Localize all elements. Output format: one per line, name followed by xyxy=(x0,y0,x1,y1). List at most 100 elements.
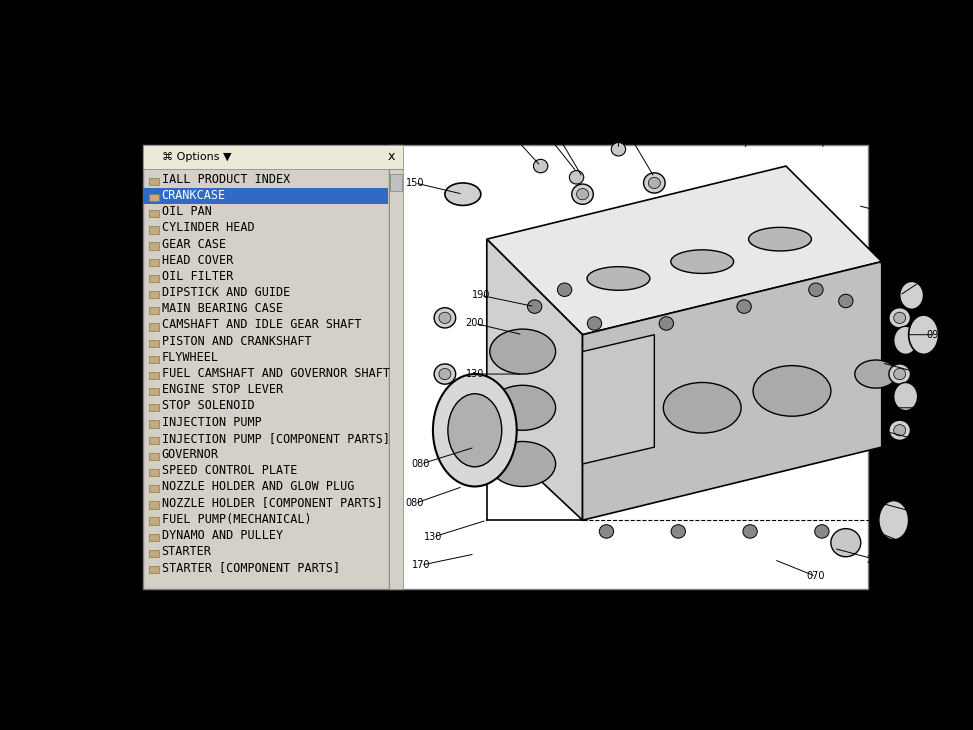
Text: STOP SOLENOID: STOP SOLENOID xyxy=(162,399,254,412)
Text: 030: 030 xyxy=(920,271,939,280)
Circle shape xyxy=(439,312,450,323)
Bar xyxy=(149,178,159,185)
FancyBboxPatch shape xyxy=(389,145,868,589)
Text: 110: 110 xyxy=(825,105,843,115)
Ellipse shape xyxy=(894,383,918,410)
Bar xyxy=(149,453,159,460)
Bar xyxy=(149,291,159,299)
Text: 230: 230 xyxy=(867,555,885,564)
Bar xyxy=(149,566,159,573)
Ellipse shape xyxy=(445,183,481,205)
Bar xyxy=(149,274,159,282)
Text: HEAD COVER: HEAD COVER xyxy=(162,254,233,266)
Circle shape xyxy=(737,300,751,313)
Text: 080: 080 xyxy=(406,499,424,508)
Bar xyxy=(149,502,159,509)
Ellipse shape xyxy=(489,385,556,430)
Bar xyxy=(149,437,159,444)
Text: 020: 020 xyxy=(890,212,909,222)
Circle shape xyxy=(434,308,455,328)
Polygon shape xyxy=(486,166,882,334)
Circle shape xyxy=(439,369,450,380)
Ellipse shape xyxy=(587,266,650,291)
Text: 050: 050 xyxy=(915,470,933,480)
Text: 200: 200 xyxy=(465,318,485,328)
Ellipse shape xyxy=(664,383,741,433)
Text: PISTON AND CRANKSHAFT: PISTON AND CRANKSHAFT xyxy=(162,334,311,347)
Bar xyxy=(143,188,388,204)
Circle shape xyxy=(893,425,906,436)
Circle shape xyxy=(577,188,589,200)
Text: 040: 040 xyxy=(915,510,933,520)
Text: NOZZLE HOLDER AND GLOW PLUG: NOZZLE HOLDER AND GLOW PLUG xyxy=(162,480,354,493)
Circle shape xyxy=(572,184,594,204)
Bar xyxy=(149,372,159,379)
Ellipse shape xyxy=(448,393,502,466)
Bar xyxy=(149,323,159,331)
Text: CRANKCASE: CRANKCASE xyxy=(162,189,226,202)
Text: 220: 220 xyxy=(909,543,927,553)
Text: 080: 080 xyxy=(412,459,430,469)
Text: 210: 210 xyxy=(609,99,628,109)
Circle shape xyxy=(831,529,861,557)
Circle shape xyxy=(809,283,823,296)
Text: 010: 010 xyxy=(909,245,927,255)
Circle shape xyxy=(659,317,673,330)
Polygon shape xyxy=(486,239,583,520)
Ellipse shape xyxy=(670,250,734,274)
FancyBboxPatch shape xyxy=(143,145,403,589)
Text: FUEL CAMSHAFT AND GOVERNOR SHAFT: FUEL CAMSHAFT AND GOVERNOR SHAFT xyxy=(162,367,389,380)
Ellipse shape xyxy=(753,366,831,416)
Bar xyxy=(390,174,402,191)
Text: 110: 110 xyxy=(915,403,933,412)
Text: SPEED CONTROL PLATE: SPEED CONTROL PLATE xyxy=(162,464,297,477)
Text: IALL PRODUCT INDEX: IALL PRODUCT INDEX xyxy=(162,173,290,186)
Circle shape xyxy=(743,525,757,538)
Text: 090: 090 xyxy=(926,330,945,339)
Text: 190: 190 xyxy=(472,291,490,300)
Bar xyxy=(149,258,159,266)
Circle shape xyxy=(588,317,601,330)
Circle shape xyxy=(839,294,853,308)
Bar xyxy=(149,339,159,347)
Text: GEAR CASE: GEAR CASE xyxy=(162,238,226,250)
Text: 070: 070 xyxy=(807,572,825,581)
Bar xyxy=(149,242,159,250)
Text: CYLINDER HEAD: CYLINDER HEAD xyxy=(162,221,254,234)
Circle shape xyxy=(889,308,911,328)
Text: 120: 120 xyxy=(753,105,772,115)
Text: STARTER: STARTER xyxy=(162,545,211,558)
Bar xyxy=(149,307,159,315)
Circle shape xyxy=(671,525,685,538)
Ellipse shape xyxy=(909,315,939,354)
Text: 140: 140 xyxy=(693,99,711,109)
Circle shape xyxy=(599,525,614,538)
Circle shape xyxy=(893,312,906,323)
Text: INJECTION PUMP [COMPONENT PARTS]: INJECTION PUMP [COMPONENT PARTS] xyxy=(162,431,389,445)
Circle shape xyxy=(533,159,548,173)
Text: ⌘ Options ▼: ⌘ Options ▼ xyxy=(162,152,232,162)
Bar xyxy=(149,388,159,396)
Text: FUEL PUMP(MECHANICAL): FUEL PUMP(MECHANICAL) xyxy=(162,512,311,526)
FancyBboxPatch shape xyxy=(143,145,403,169)
Bar xyxy=(149,518,159,525)
Bar xyxy=(149,226,159,234)
Text: NOZZLE HOLDER [COMPONENT PARTS]: NOZZLE HOLDER [COMPONENT PARTS] xyxy=(162,496,382,510)
Text: DIPSTICK AND GUIDE: DIPSTICK AND GUIDE xyxy=(162,286,290,299)
Ellipse shape xyxy=(748,227,811,251)
Text: 020: 020 xyxy=(531,122,550,131)
Text: 170: 170 xyxy=(412,560,430,570)
Bar xyxy=(149,210,159,218)
Bar xyxy=(149,420,159,428)
Text: OIL PAN: OIL PAN xyxy=(162,205,211,218)
Circle shape xyxy=(558,283,572,296)
Text: CAMSHAFT AND IDLE GEAR SHAFT: CAMSHAFT AND IDLE GEAR SHAFT xyxy=(162,318,361,331)
Text: DYNAMO AND PULLEY: DYNAMO AND PULLEY xyxy=(162,529,283,542)
Text: 020: 020 xyxy=(915,369,933,379)
Circle shape xyxy=(569,171,584,184)
Ellipse shape xyxy=(879,501,909,540)
Text: 200: 200 xyxy=(909,268,927,278)
Text: FLYWHEEL: FLYWHEEL xyxy=(162,351,219,364)
Ellipse shape xyxy=(855,360,897,388)
Ellipse shape xyxy=(489,442,556,486)
